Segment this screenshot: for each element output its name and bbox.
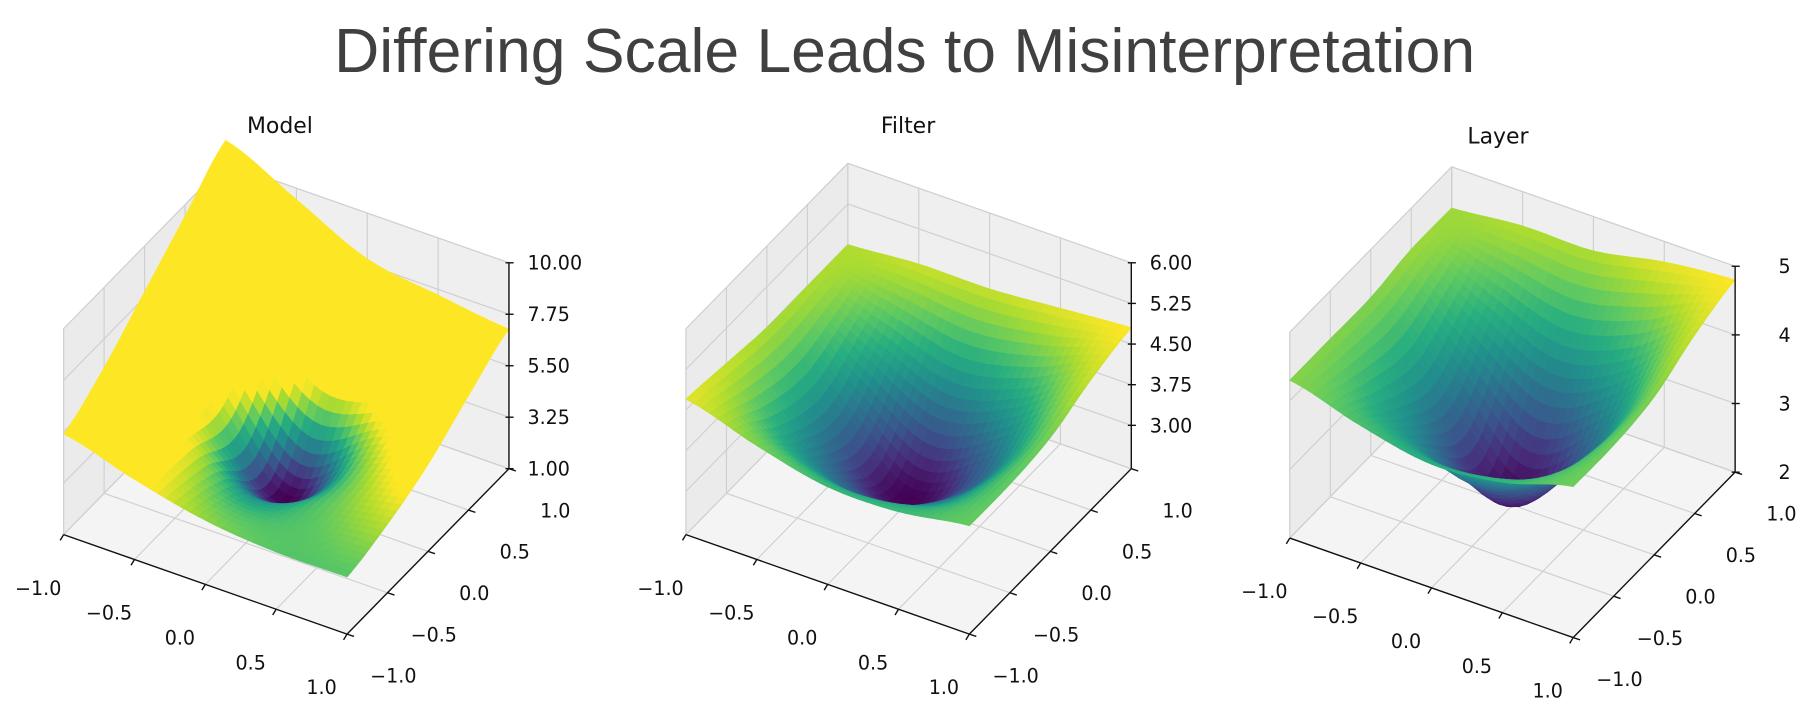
x-tick-mark <box>1427 587 1433 594</box>
x-tick-mark <box>752 559 758 566</box>
z-tick-label: 6.00 <box>1150 253 1192 275</box>
x-tick-mark <box>201 584 206 591</box>
y-tick-mark <box>1653 554 1662 558</box>
y-tick-mark <box>1050 550 1058 555</box>
subplot-title: Filter <box>881 114 936 139</box>
y-tick-label: −0.5 <box>1033 624 1079 646</box>
y-tick-mark <box>1131 468 1139 472</box>
x-tick-mark <box>1569 637 1574 644</box>
gridline <box>847 203 1132 304</box>
x-tick-mark <box>272 608 277 616</box>
y-tick-mark <box>1572 636 1581 641</box>
y-tick-mark <box>1694 512 1702 517</box>
x-tick-mark <box>894 608 900 616</box>
surface-facet <box>338 568 353 578</box>
y-tick-mark <box>969 633 977 638</box>
y-tick-mark <box>1090 509 1098 514</box>
y-tick-label: −0.5 <box>1637 628 1683 650</box>
z-tick-label: 3.00 <box>1150 415 1192 437</box>
z-tick-label: 7.75 <box>527 304 569 326</box>
subplot-filter: −1.0−0.50.00.51.0−1.0−0.50.00.51.03.003.… <box>637 114 1192 699</box>
y-tick-mark <box>1613 595 1621 600</box>
x-tick-label: 0.5 <box>858 652 888 674</box>
x-tick-label: 0.0 <box>165 628 195 650</box>
gridline <box>685 162 849 330</box>
y-tick-label: 0.0 <box>1685 586 1715 608</box>
x-tick-label: −1.0 <box>15 578 61 600</box>
x-tick-mark <box>59 534 65 541</box>
x-tick-label: 0.5 <box>236 652 266 674</box>
x-tick-label: −0.5 <box>1312 606 1358 628</box>
x-tick-label: 1.0 <box>306 677 336 699</box>
x-tick-label: −1.0 <box>1241 581 1287 603</box>
gridline <box>685 203 849 370</box>
y-tick-mark <box>1009 592 1018 596</box>
gridline <box>847 162 1132 264</box>
z-tick-label: 5.50 <box>527 356 569 378</box>
y-tick-label: 1.0 <box>1162 500 1192 522</box>
y-tick-mark <box>387 592 395 596</box>
y-tick-label: 0.0 <box>1081 583 1111 605</box>
y-tick-label: −0.5 <box>411 624 457 646</box>
z-tick-label: 2 <box>1779 462 1791 484</box>
z-tick-label: 5 <box>1779 256 1791 278</box>
y-tick-label: 1.0 <box>540 500 570 522</box>
x-tick-mark <box>1285 537 1291 545</box>
x-tick-label: 0.0 <box>1391 631 1421 653</box>
y-tick-label: 0.5 <box>500 542 530 564</box>
z-tick-label: 4 <box>1779 325 1791 347</box>
z-tick-label: 3.25 <box>527 407 569 429</box>
x-tick-mark <box>681 534 687 541</box>
y-tick-mark <box>427 550 436 555</box>
main-title: Differing Scale Leads to Misinterpretati… <box>334 16 1475 86</box>
y-tick-label: 0.5 <box>1122 542 1152 564</box>
y-tick-label: −1.0 <box>992 666 1038 688</box>
x-tick-label: −1.0 <box>637 578 683 600</box>
x-tick-label: 1.0 <box>929 677 959 699</box>
x-tick-mark <box>342 633 348 641</box>
x-tick-label: 0.0 <box>787 628 817 650</box>
x-tick-label: −0.5 <box>708 603 754 625</box>
x-tick-mark <box>1498 612 1503 619</box>
z-tick-label: 10.00 <box>527 253 582 275</box>
subplot-model: −1.0−0.50.00.51.0−1.0−0.50.00.51.01.003.… <box>15 114 582 699</box>
z-tick-label: 4.50 <box>1150 334 1192 356</box>
subplot-layer: −1.0−0.50.00.51.0−1.0−0.50.00.51.02345La… <box>1241 125 1796 703</box>
y-tick-mark <box>346 633 355 638</box>
x-tick-mark <box>1356 562 1362 570</box>
x-tick-label: 0.5 <box>1462 656 1492 678</box>
y-tick-label: 0.0 <box>459 583 489 605</box>
gridline <box>103 492 388 594</box>
y-tick-label: 0.5 <box>1726 545 1756 567</box>
x-tick-mark <box>965 633 970 641</box>
x-tick-mark <box>130 559 136 566</box>
z-tick-label: 3 <box>1779 393 1791 415</box>
z-tick-label: 3.75 <box>1150 375 1192 397</box>
subplot-title: Layer <box>1467 125 1529 150</box>
z-tick-label: 5.25 <box>1150 293 1192 315</box>
y-tick-label: 1.0 <box>1766 504 1796 526</box>
x-tick-label: 1.0 <box>1533 681 1563 703</box>
x-tick-mark <box>823 584 829 591</box>
gridline <box>726 492 1011 594</box>
y-tick-label: −1.0 <box>1596 669 1642 691</box>
x-tick-label: −0.5 <box>86 603 132 625</box>
subplot-title: Model <box>247 114 313 139</box>
y-tick-label: −1.0 <box>370 666 416 688</box>
z-tick-label: 1.00 <box>527 459 569 481</box>
y-tick-mark <box>468 509 476 514</box>
